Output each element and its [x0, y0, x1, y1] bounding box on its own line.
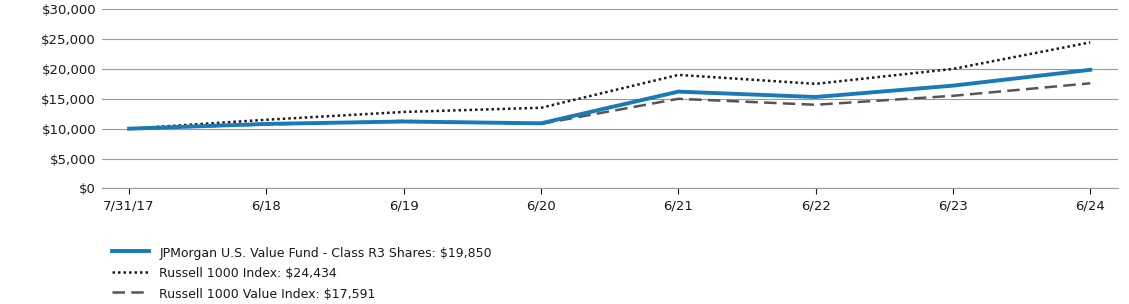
Line: JPMorgan U.S. Value Fund - Class R3 Shares: $19,850: JPMorgan U.S. Value Fund - Class R3 Shar… — [129, 70, 1091, 129]
Russell 1000 Index: $24,434: (2, 1.28e+04): $24,434: (2, 1.28e+04) — [397, 110, 411, 114]
Russell 1000 Index: $24,434: (0, 1e+04): $24,434: (0, 1e+04) — [122, 127, 135, 130]
Line: Russell 1000 Index: $24,434: Russell 1000 Index: $24,434 — [129, 42, 1091, 129]
Russell 1000 Index: $24,434: (1, 1.15e+04): $24,434: (1, 1.15e+04) — [260, 118, 273, 122]
Russell 1000 Value Index: $17,591: (0, 1e+04): $17,591: (0, 1e+04) — [122, 127, 135, 130]
JPMorgan U.S. Value Fund - Class R3 Shares: $19,850: (2, 1.12e+04): $19,850: (2, 1.12e+04) — [397, 120, 411, 123]
JPMorgan U.S. Value Fund - Class R3 Shares: $19,850: (7, 1.98e+04): $19,850: (7, 1.98e+04) — [1084, 68, 1097, 72]
Russell 1000 Index: $24,434: (5, 1.75e+04): $24,434: (5, 1.75e+04) — [808, 82, 822, 86]
Russell 1000 Value Index: $17,591: (4, 1.5e+04): $17,591: (4, 1.5e+04) — [672, 97, 685, 101]
JPMorgan U.S. Value Fund - Class R3 Shares: $19,850: (1, 1.08e+04): $19,850: (1, 1.08e+04) — [260, 122, 273, 126]
Russell 1000 Value Index: $17,591: (6, 1.55e+04): $17,591: (6, 1.55e+04) — [946, 94, 960, 98]
JPMorgan U.S. Value Fund - Class R3 Shares: $19,850: (5, 1.53e+04): $19,850: (5, 1.53e+04) — [808, 95, 822, 99]
Russell 1000 Index: $24,434: (3, 1.35e+04): $24,434: (3, 1.35e+04) — [534, 106, 548, 109]
Line: Russell 1000 Value Index: $17,591: Russell 1000 Value Index: $17,591 — [129, 83, 1091, 129]
Russell 1000 Value Index: $17,591: (7, 1.76e+04): $17,591: (7, 1.76e+04) — [1084, 81, 1097, 85]
JPMorgan U.S. Value Fund - Class R3 Shares: $19,850: (3, 1.09e+04): $19,850: (3, 1.09e+04) — [534, 122, 548, 125]
Russell 1000 Index: $24,434: (6, 2e+04): $24,434: (6, 2e+04) — [946, 67, 960, 71]
Legend: JPMorgan U.S. Value Fund - Class R3 Shares: $19,850, Russell 1000 Index: $24,434: JPMorgan U.S. Value Fund - Class R3 Shar… — [112, 246, 492, 300]
Russell 1000 Value Index: $17,591: (3, 1.08e+04): $17,591: (3, 1.08e+04) — [534, 122, 548, 126]
JPMorgan U.S. Value Fund - Class R3 Shares: $19,850: (0, 1e+04): $19,850: (0, 1e+04) — [122, 127, 135, 130]
Russell 1000 Index: $24,434: (7, 2.44e+04): $24,434: (7, 2.44e+04) — [1084, 40, 1097, 44]
Russell 1000 Index: $24,434: (4, 1.9e+04): $24,434: (4, 1.9e+04) — [672, 73, 685, 77]
JPMorgan U.S. Value Fund - Class R3 Shares: $19,850: (6, 1.72e+04): $19,850: (6, 1.72e+04) — [946, 84, 960, 88]
Russell 1000 Value Index: $17,591: (5, 1.4e+04): $17,591: (5, 1.4e+04) — [808, 103, 822, 107]
Russell 1000 Value Index: $17,591: (1, 1.07e+04): $17,591: (1, 1.07e+04) — [260, 123, 273, 126]
Russell 1000 Value Index: $17,591: (2, 1.13e+04): $17,591: (2, 1.13e+04) — [397, 119, 411, 123]
JPMorgan U.S. Value Fund - Class R3 Shares: $19,850: (4, 1.62e+04): $19,850: (4, 1.62e+04) — [672, 90, 685, 93]
